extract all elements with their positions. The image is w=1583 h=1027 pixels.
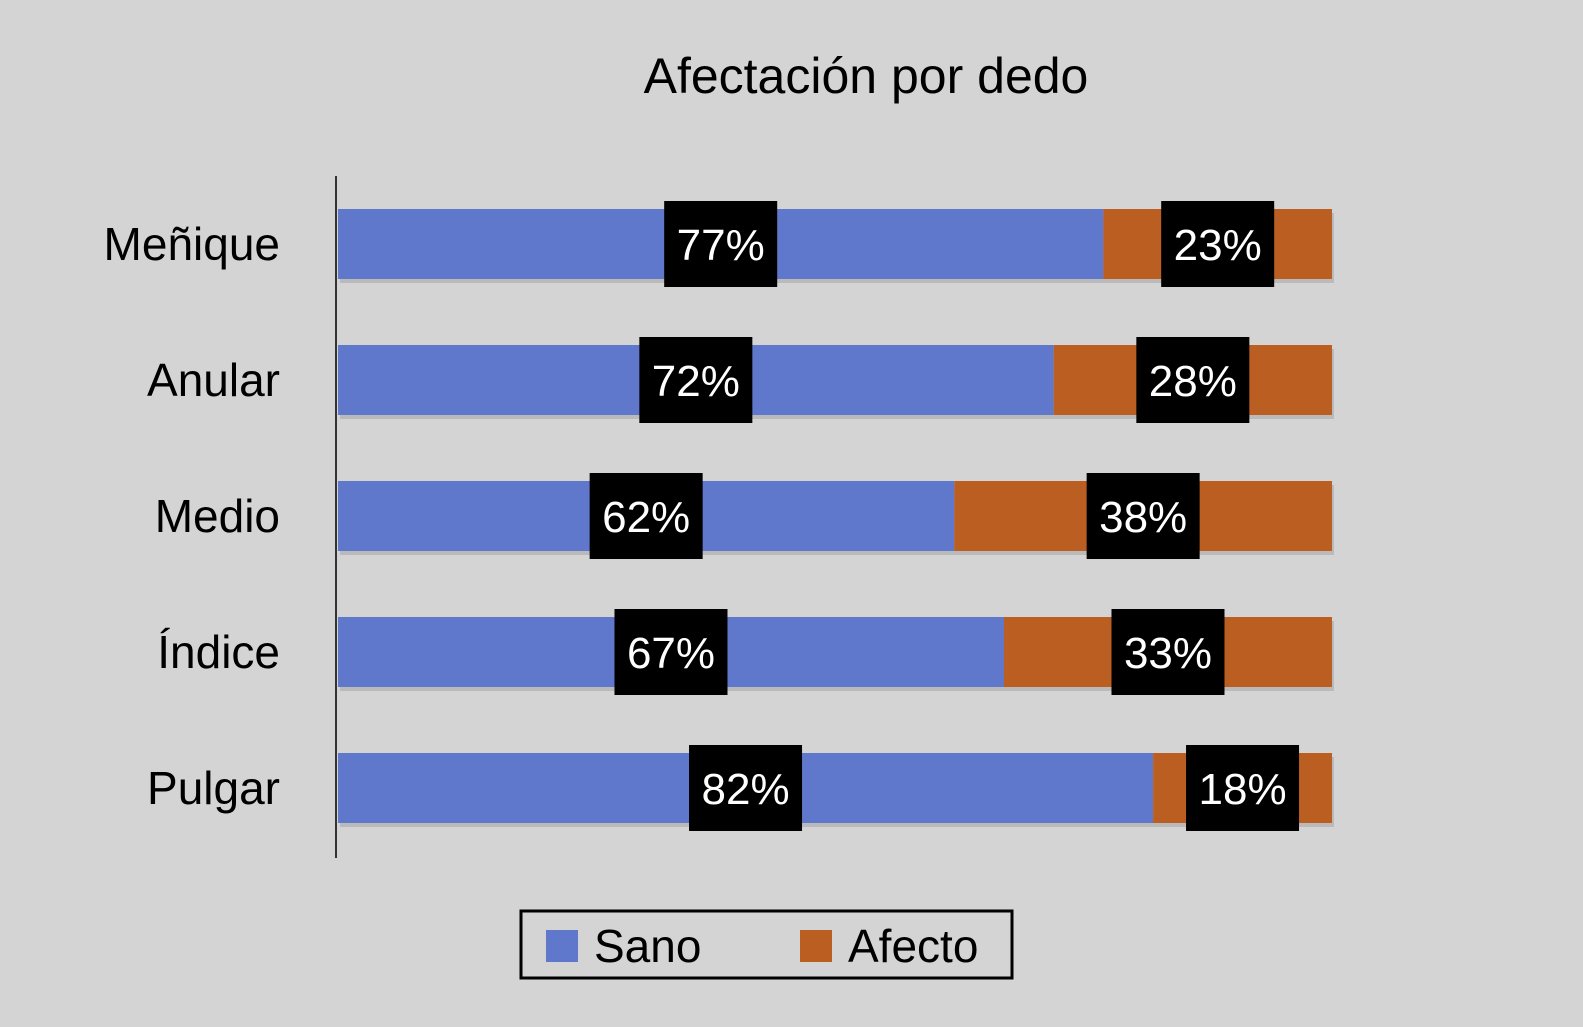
category-label-indice: Índice (157, 626, 280, 678)
data-label-box-afecto-menique (1161, 201, 1275, 287)
data-label-box-sano-anular (639, 337, 753, 423)
data-label-box-afecto-medio (1086, 473, 1200, 559)
data-label-afecto-indice: 33% (1124, 629, 1212, 678)
legend-label-sano: Sano (594, 920, 701, 972)
legend-label-afecto: Afecto (848, 920, 978, 972)
data-label-afecto-medio: 38% (1099, 493, 1187, 542)
data-label-box-afecto-pulgar (1186, 745, 1300, 831)
category-label-menique: Meñique (104, 218, 280, 270)
data-label-box-afecto-anular (1136, 337, 1250, 423)
data-label-box-sano-menique (664, 201, 778, 287)
chart-title: Afectación por dedo (644, 48, 1089, 104)
data-label-afecto-menique: 23% (1174, 221, 1262, 270)
data-label-box-afecto-indice (1111, 609, 1225, 695)
data-label-sano-indice: 67% (627, 629, 715, 678)
data-label-sano-menique: 77% (677, 221, 765, 270)
bars-layer: Meñique 77% 23% Anular 72% 28% Medio 62% 38% Índi… (104, 201, 1334, 831)
data-label-sano-medio: 62% (602, 493, 690, 542)
legend-frame (519, 909, 1014, 980)
category-label-anular: Anular (147, 354, 280, 406)
data-label-sano-anular: 72% (652, 357, 740, 406)
category-label-medio: Medio (155, 490, 280, 542)
data-label-box-sano-pulgar (689, 745, 803, 831)
data-label-box-sano-medio (589, 473, 703, 559)
legend-swatch-afecto (800, 930, 832, 962)
legend: Sano Afecto (519, 909, 1014, 980)
data-label-sano-pulgar: 82% (702, 765, 790, 814)
category-label-pulgar: Pulgar (147, 762, 280, 814)
legend-swatch-sano (546, 930, 578, 962)
data-label-box-sano-indice (614, 609, 728, 695)
data-label-afecto-anular: 28% (1149, 357, 1237, 406)
data-label-afecto-pulgar: 18% (1199, 765, 1287, 814)
